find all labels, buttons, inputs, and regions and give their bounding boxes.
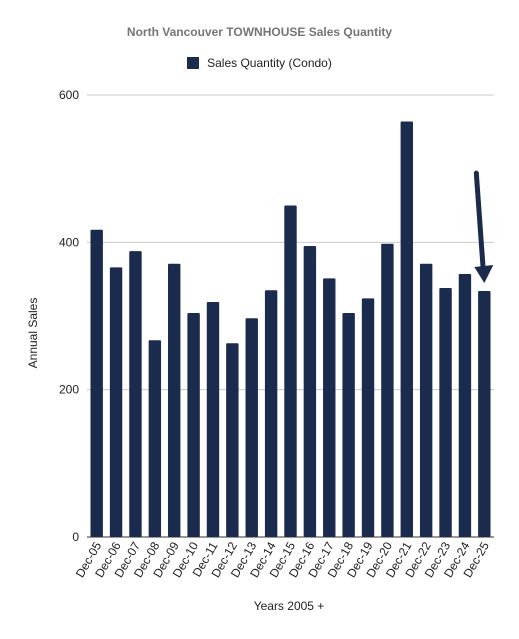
bar	[148, 340, 162, 537]
legend: Sales Quantity (Condo)	[0, 56, 519, 70]
bars	[90, 121, 491, 538]
bar	[361, 298, 375, 537]
bar	[245, 318, 258, 537]
y-tick-label: 400	[59, 235, 79, 249]
y-axis-title: Annual Sales	[26, 298, 40, 369]
bar	[419, 263, 433, 537]
arrow-head	[474, 264, 494, 283]
bar	[323, 278, 336, 537]
bar	[90, 229, 103, 537]
bar	[439, 288, 452, 537]
x-tick-labels: Dec-05Dec-06Dec-07Dec-08Dec-09Dec-10Dec-…	[73, 539, 492, 580]
chart-title: North Vancouver TOWNHOUSE Sales Quantity	[126, 25, 393, 39]
y-tick-label: 200	[59, 383, 79, 397]
bar	[129, 251, 142, 537]
bar	[342, 313, 355, 537]
bar	[206, 302, 220, 537]
arrow-shaft	[473, 170, 486, 274]
bar	[168, 263, 181, 537]
x-axis-title: Years 2005 +	[254, 599, 325, 613]
bar	[284, 205, 297, 537]
bar	[478, 290, 491, 537]
y-tick-labels: 0 200 400 600	[59, 88, 79, 544]
bar	[187, 313, 200, 537]
legend-label: Sales Quantity (Condo)	[207, 56, 332, 70]
bar	[381, 243, 394, 537]
bar	[109, 267, 123, 537]
y-tick-label: 600	[59, 88, 79, 102]
bar	[303, 246, 317, 537]
annotation-arrow	[473, 170, 494, 283]
bar	[264, 290, 278, 537]
bar	[458, 274, 472, 537]
bar	[226, 343, 239, 537]
legend-swatch	[187, 57, 200, 69]
y-tick-label: 0	[72, 530, 79, 544]
bar	[400, 121, 413, 538]
